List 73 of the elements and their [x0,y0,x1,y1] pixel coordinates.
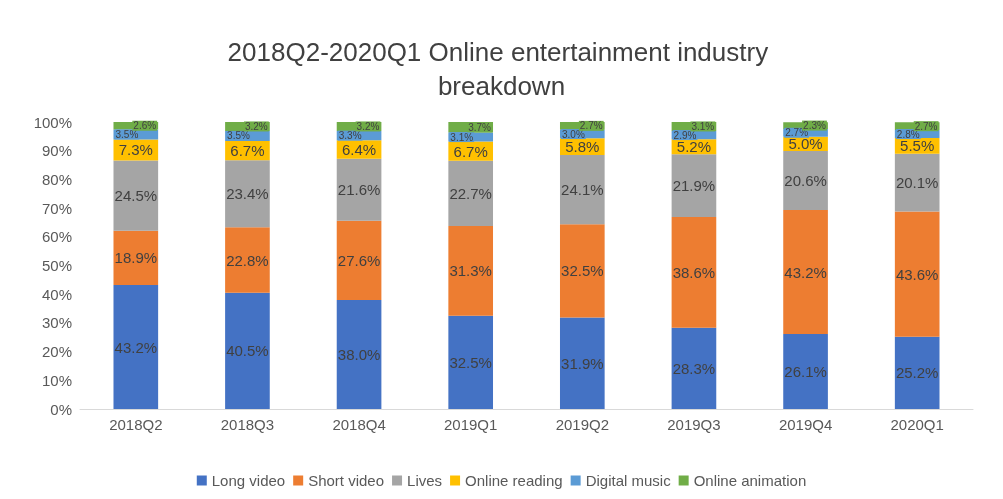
data-label: 5.2% [676,138,712,156]
legend-label: Long video [211,472,286,489]
data-label: 3.5% [227,130,251,142]
legend-label: Digital music [585,472,672,489]
legend-label: Online animation [693,472,807,489]
y-tick-label: 90% [41,142,72,160]
data-label: 2.7% [914,120,938,132]
y-tick-label: 40% [41,285,72,303]
data-label: 28.3% [672,359,716,377]
data-label: 6.7% [453,142,488,160]
data-label: 26.1% [784,363,827,381]
data-label: 18.9% [114,249,158,267]
data-label: 38.0% [337,345,381,363]
data-label: 2.8% [896,128,920,140]
data-label: 3.3% [338,130,362,142]
y-tick-label: 0% [50,400,72,418]
data-label: 2.7% [785,127,809,139]
data-label: 21.9% [672,177,716,195]
data-label: 7.3% [118,141,153,159]
data-label: 38.6% [672,263,716,281]
data-label: 24.1% [561,181,604,199]
y-tick-label: 100% [33,113,72,131]
legend-label: Lives [407,472,443,489]
data-label: 3.5% [115,128,139,140]
data-label: 31.9% [561,354,604,372]
data-label: 32.5% [561,262,604,280]
y-tick-label: 70% [41,199,72,217]
data-label: 27.6% [337,251,381,269]
y-tick-label: 80% [41,170,72,188]
data-label: 2.3% [803,120,826,132]
data-label: 43.2% [784,263,827,281]
data-label: 25.2% [895,364,939,382]
data-label: 3.0% [561,128,585,140]
data-label: 22.8% [226,251,269,269]
data-label: 3.2% [356,120,380,132]
x-tick-label: 2020Q1 [890,416,944,433]
data-label: 3.2% [244,120,268,132]
data-label: 40.5% [226,342,269,360]
legend-label: Short video [308,472,385,489]
data-label: 20.1% [895,174,939,192]
x-tick-label: 2018Q2 [109,416,163,433]
legend-label: Online reading [465,472,563,489]
y-tick-label: 30% [41,314,72,332]
data-label: 31.3% [449,262,492,280]
data-label: 21.6% [337,181,381,199]
x-tick-label: 2019Q3 [667,416,721,433]
data-label: 5.8% [565,138,600,156]
x-tick-label: 2018Q4 [332,416,386,433]
x-tick-label: 2018Q3 [220,416,275,433]
y-tick-label: 20% [41,343,72,361]
data-label: 43.6% [895,265,939,283]
y-tick-label: 60% [41,228,72,246]
data-label: 24.5% [114,187,158,205]
data-label: 2.9% [673,129,697,141]
chart-title: 2018Q2-2020Q1 Online entertainment industry breakdown [227,37,776,101]
y-tick-label: 50% [41,257,72,274]
data-label: 22.7% [449,184,492,202]
data-label: 6.7% [230,142,265,160]
data-label: 3.1% [691,120,715,132]
data-label: 23.4% [226,185,269,203]
data-label: 3.7% [468,121,492,133]
data-label: 20.6% [784,172,827,190]
data-label: 2.6% [133,120,157,132]
data-label: 32.5% [449,353,492,371]
x-tick-label: 2019Q4 [778,416,833,433]
data-label: 2.7% [579,120,603,132]
x-tick-label: 2019Q1 [443,416,498,433]
x-tick-label: 2019Q2 [555,416,610,433]
data-label: 5.5% [900,137,935,155]
y-tick-label: 10% [41,371,72,389]
data-label: 43.2% [114,338,158,356]
data-label: 3.1% [450,131,474,143]
data-label: 6.4% [341,141,377,159]
